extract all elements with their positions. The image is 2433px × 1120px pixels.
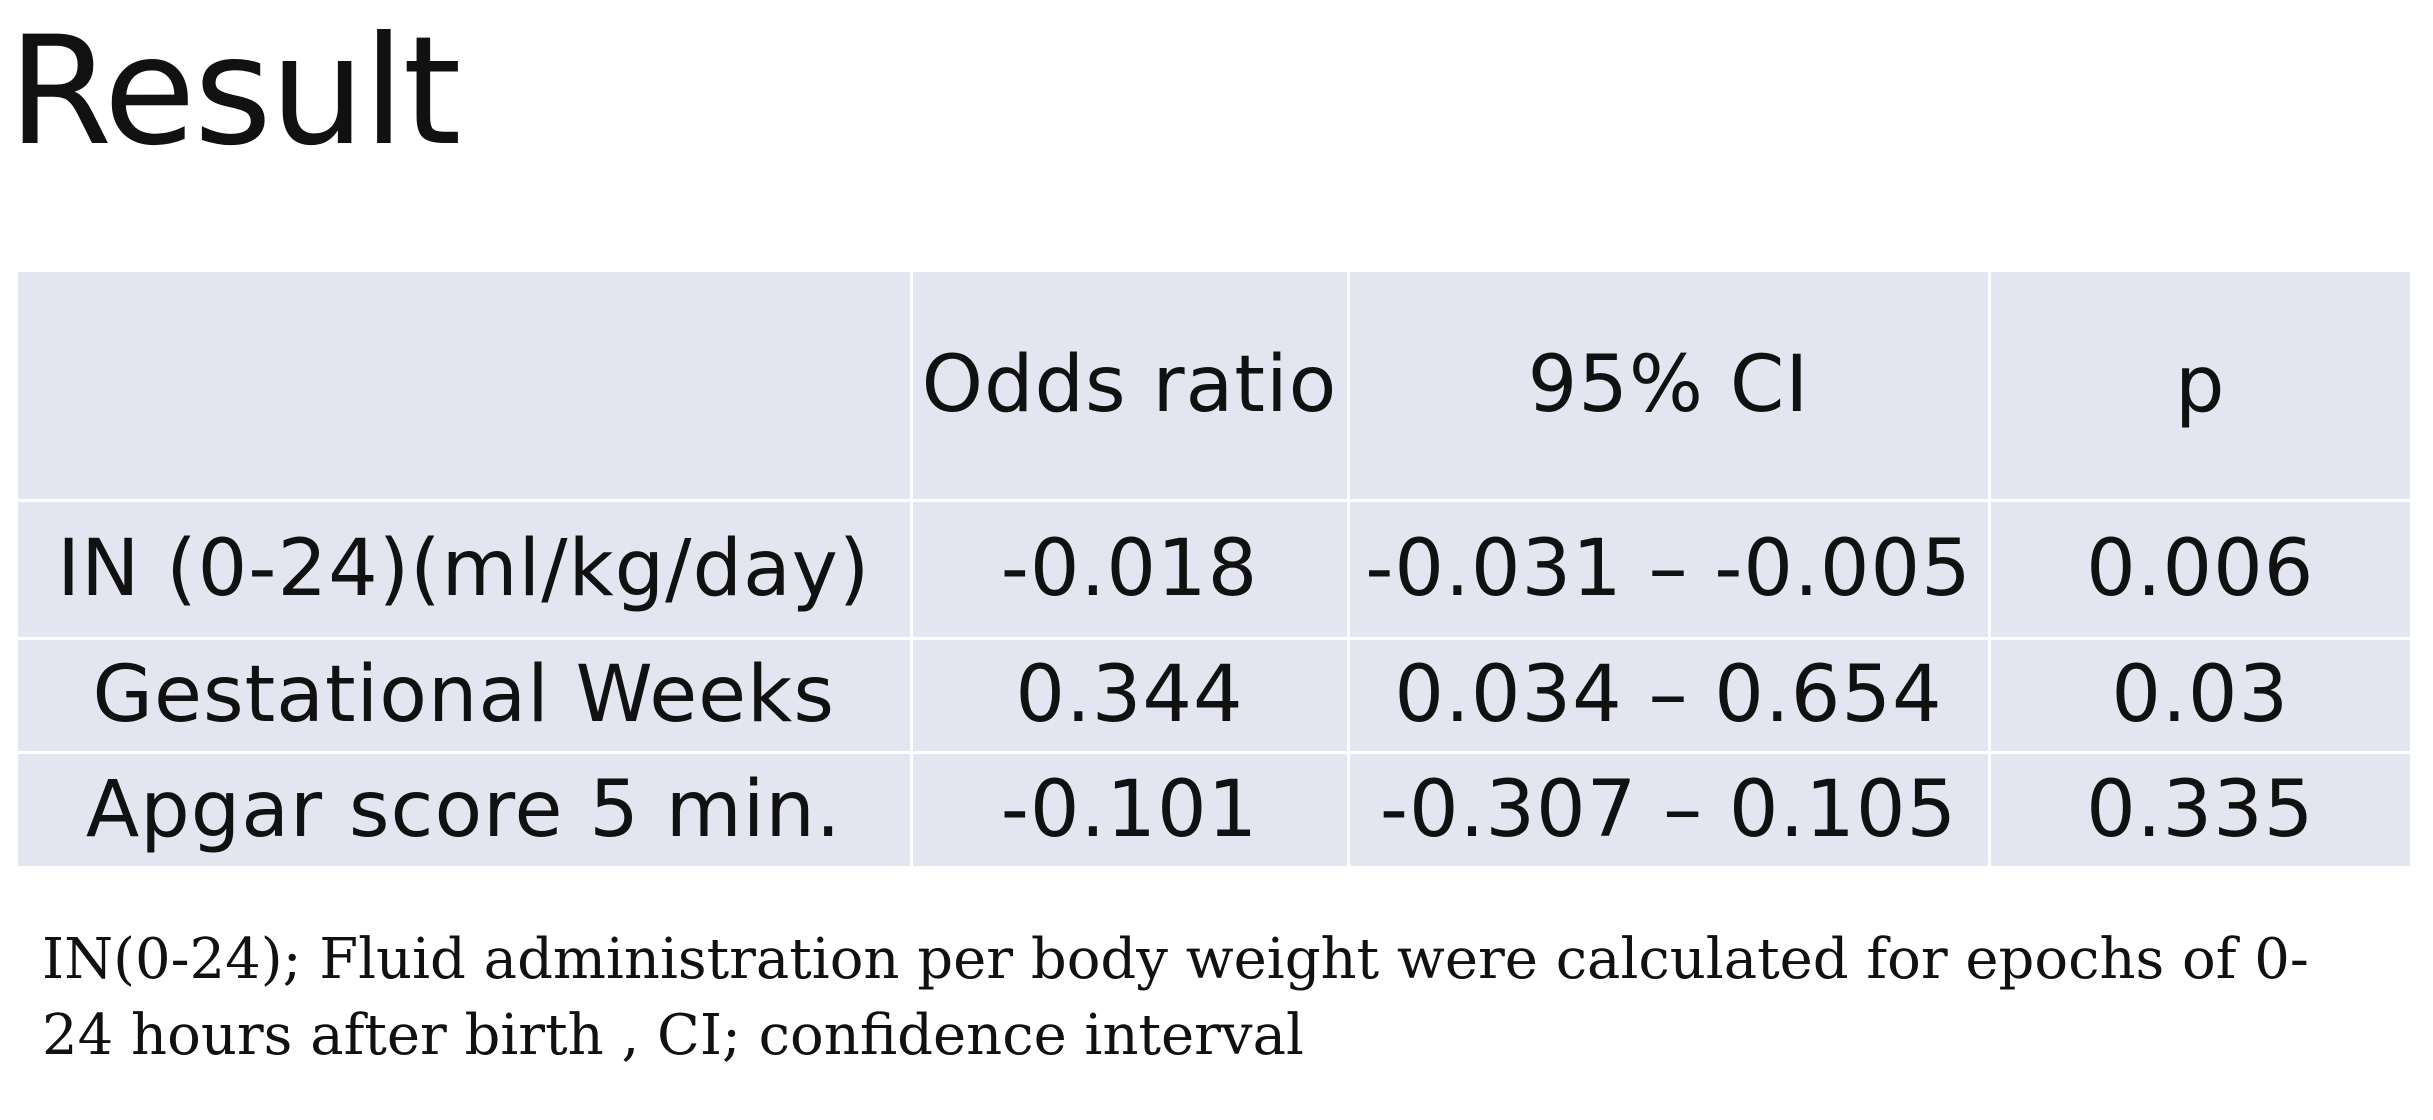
row-label: IN (0-24)(ml/kg/day) — [18, 498, 913, 640]
header-95-ci: 95% CI — [1346, 272, 1991, 502]
odds-ratio-cell: -0.101 — [909, 750, 1350, 866]
table-header-row: Odds ratio 95% CI p — [18, 272, 2410, 502]
row-label: Apgar score 5 min. — [18, 750, 913, 866]
result-table: Odds ratio 95% CI p IN (0-24)(ml/kg/day)… — [18, 272, 2410, 866]
odds-ratio-cell: 0.344 — [909, 636, 1350, 754]
footnote: IN(0-24); Fluid administration per body … — [42, 922, 2342, 1074]
header-empty-cell — [18, 272, 913, 502]
table-row: IN (0-24)(ml/kg/day) -0.018 -0.031 – -0.… — [18, 498, 2410, 640]
row-label: Gestational Weeks — [18, 636, 913, 754]
table-row: Apgar score 5 min. -0.101 -0.307 – 0.105… — [18, 750, 2410, 866]
p-value-cell: 0.03 — [1987, 636, 2410, 754]
p-value-cell: 0.335 — [1987, 750, 2410, 866]
footnote-line-1: IN(0-24); Fluid administration per body … — [42, 927, 2309, 992]
footnote-line-2: 24 hours after birth , CI; confidence in… — [42, 1003, 1304, 1068]
ci-cell: -0.031 – -0.005 — [1346, 498, 1991, 640]
slide-title: Result — [8, 5, 461, 179]
odds-ratio-cell: -0.018 — [909, 498, 1350, 640]
table-row: Gestational Weeks 0.344 0.034 – 0.654 0.… — [18, 636, 2410, 754]
header-p-value: p — [1987, 272, 2410, 502]
ci-cell: 0.034 – 0.654 — [1346, 636, 1991, 754]
ci-cell: -0.307 – 0.105 — [1346, 750, 1991, 866]
header-odds-ratio: Odds ratio — [909, 272, 1350, 502]
p-value-cell: 0.006 — [1987, 498, 2410, 640]
